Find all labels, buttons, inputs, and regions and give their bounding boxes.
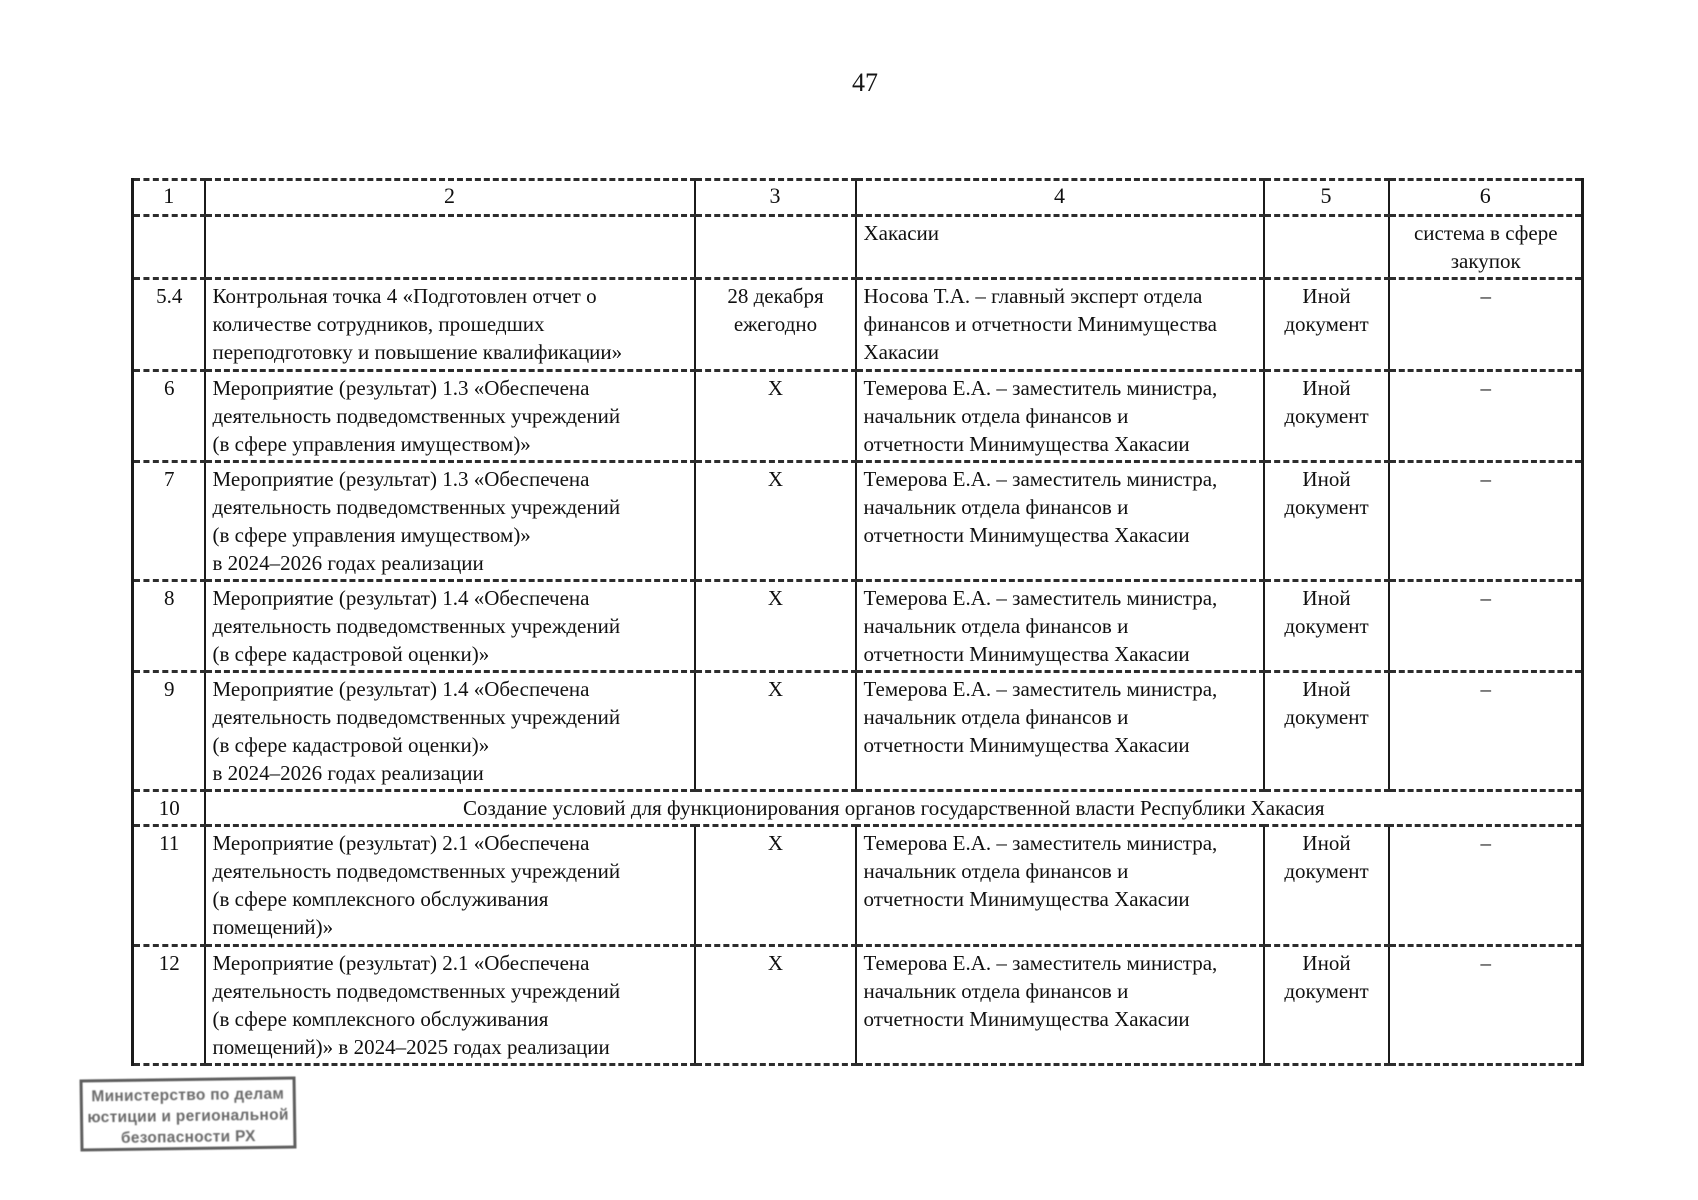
table-row-6: 6 Мероприятие (результат) 1.3 «Обеспечен… <box>131 369 1584 463</box>
row-5-4-info-system: – <box>1387 277 1584 372</box>
row-8-responsible: Темерова Е.А. – заместитель министра, на… <box>854 579 1265 673</box>
col-header-2: 2 <box>203 178 696 217</box>
row-12-date: Х <box>693 944 857 1066</box>
row-12-doc-type: Иной документ <box>1262 944 1390 1066</box>
row-cont-activity <box>203 214 696 280</box>
row-8-doc-type: Иной документ <box>1262 579 1390 673</box>
row-7-date: Х <box>693 460 857 582</box>
row-6-date: Х <box>693 369 857 463</box>
row-11-responsible: Темерова Е.А. – заместитель министра, на… <box>854 824 1265 947</box>
row-cont-responsible: Хакасии <box>854 214 1265 280</box>
table-row-9: 9 Мероприятие (результат) 1.4 «Обеспечен… <box>131 670 1584 792</box>
row-11-info-system: – <box>1387 824 1584 947</box>
row-7-responsible: Темерова Е.А. – заместитель министра, на… <box>854 460 1265 582</box>
stamp-line-1: Министерство по делам <box>91 1085 285 1106</box>
schedule-table: 1 2 3 4 5 6 Хакасии система в сфере заку… <box>131 178 1584 1066</box>
table-row-10-section: 10 Создание условий для функционирования… <box>131 789 1584 827</box>
row-12-activity: Мероприятие (результат) 2.1 «Обеспечена … <box>203 944 696 1066</box>
ministry-stamp: Министерство по делам юстиции и регионал… <box>79 1076 297 1152</box>
table-row-5-4: 5.4 Контрольная точка 4 «Подготовлен отч… <box>131 277 1584 372</box>
row-11-number: 11 <box>131 824 206 947</box>
row-11-activity: Мероприятие (результат) 2.1 «Обеспечена … <box>203 824 696 947</box>
row-8-date: Х <box>693 579 857 673</box>
table-header-row: 1 2 3 4 5 6 <box>131 178 1584 217</box>
row-7-doc-type: Иной документ <box>1262 460 1390 582</box>
row-10-section-title: Создание условий для функционирования ор… <box>203 789 1584 827</box>
row-8-number: 8 <box>131 579 206 673</box>
row-9-activity: Мероприятие (результат) 1.4 «Обеспечена … <box>203 670 696 792</box>
row-5-4-number: 5.4 <box>131 277 206 372</box>
row-6-number: 6 <box>131 369 206 463</box>
row-cont-number <box>131 214 206 280</box>
col-header-4: 4 <box>854 178 1265 217</box>
row-cont-doc-type <box>1262 214 1390 280</box>
row-7-number: 7 <box>131 460 206 582</box>
row-10-number: 10 <box>131 789 206 827</box>
row-9-doc-type: Иной документ <box>1262 670 1390 792</box>
row-12-number: 12 <box>131 944 206 1066</box>
row-9-date: Х <box>693 670 857 792</box>
row-5-4-activity: Контрольная точка 4 «Подготовлен отчет о… <box>203 277 696 372</box>
stamp-line-3: безопасности РХ <box>120 1128 256 1147</box>
row-8-info-system: – <box>1387 579 1584 673</box>
row-12-responsible: Темерова Е.А. – заместитель министра, на… <box>854 944 1265 1066</box>
row-9-responsible: Темерова Е.А. – заместитель министра, на… <box>854 670 1265 792</box>
page-number: 47 <box>852 68 878 97</box>
row-11-date: Х <box>693 824 857 947</box>
table-row-12: 12 Мероприятие (результат) 2.1 «Обеспече… <box>131 944 1584 1066</box>
row-6-activity: Мероприятие (результат) 1.3 «Обеспечена … <box>203 369 696 463</box>
row-cont-info-system: система в сфере закупок <box>1387 214 1584 280</box>
row-7-info-system: – <box>1387 460 1584 582</box>
table-row-7: 7 Мероприятие (результат) 1.3 «Обеспечен… <box>131 460 1584 582</box>
row-5-4-doc-type: Иной документ <box>1262 277 1390 372</box>
table-row-11: 11 Мероприятие (результат) 2.1 «Обеспече… <box>131 824 1584 947</box>
col-header-1: 1 <box>131 178 206 217</box>
row-5-4-date: 28 декабря ежегодно <box>693 277 857 372</box>
col-header-3: 3 <box>693 178 857 217</box>
table-row-continuation: Хакасии система в сфере закупок <box>131 214 1584 280</box>
table-row-8: 8 Мероприятие (результат) 1.4 «Обеспечен… <box>131 579 1584 673</box>
col-header-5: 5 <box>1262 178 1390 217</box>
row-12-info-system: – <box>1387 944 1584 1066</box>
row-5-4-responsible: Носова Т.А. – главный эксперт отдела фин… <box>854 277 1265 372</box>
row-cont-date <box>693 214 857 280</box>
row-7-activity: Мероприятие (результат) 1.3 «Обеспечена … <box>203 460 696 582</box>
row-8-activity: Мероприятие (результат) 1.4 «Обеспечена … <box>203 579 696 673</box>
stamp-line-2: юстиции и региональной <box>87 1106 289 1127</box>
row-9-number: 9 <box>131 670 206 792</box>
row-6-responsible: Темерова Е.А. – заместитель министра, на… <box>854 369 1265 463</box>
row-11-doc-type: Иной документ <box>1262 824 1390 947</box>
row-6-doc-type: Иной документ <box>1262 369 1390 463</box>
row-9-info-system: – <box>1387 670 1584 792</box>
row-6-info-system: – <box>1387 369 1584 463</box>
col-header-6: 6 <box>1387 178 1584 217</box>
